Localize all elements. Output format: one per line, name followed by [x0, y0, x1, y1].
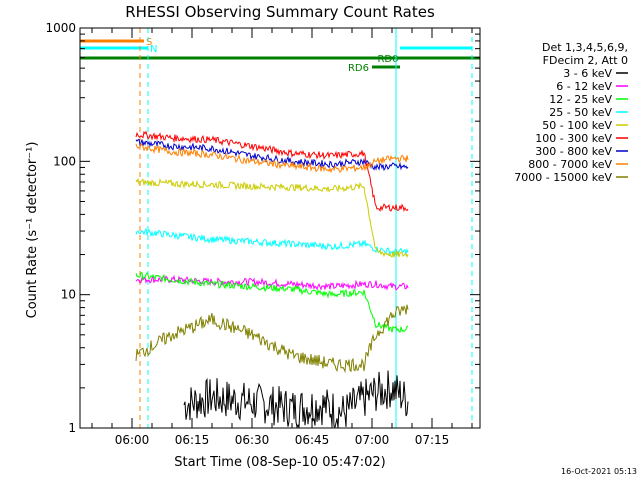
legend-entry: 6 - 12 keV: [556, 80, 612, 93]
series-line-5: [135, 177, 409, 259]
y-tick-label: 1: [68, 421, 76, 435]
legend-entry: 300 - 800 keV: [535, 145, 612, 158]
flag-label-n: N: [150, 44, 157, 55]
y-axis-label: Count Rate (s⁻¹ detector⁻¹): [25, 142, 40, 319]
vertical-markers: [79, 28, 473, 428]
y-tick-label: 100: [53, 154, 76, 168]
series-line-6: [135, 130, 409, 213]
series-line-8: [135, 142, 409, 174]
legend-header: Det 1,3,4,5,6,9,: [542, 41, 628, 54]
series-line-3: [135, 272, 409, 334]
flag-bars: SN RD0 RD6: [80, 37, 480, 74]
flag-label-s: S: [146, 37, 152, 48]
legend-header: FDecim 2, Att 0: [543, 54, 628, 67]
series-line-1: [183, 370, 409, 429]
legend: Det 1,3,4,5,6,9,FDecim 2, Att 03 - 6 keV…: [514, 41, 628, 184]
legend-entry: 800 - 7000 keV: [528, 158, 612, 171]
series-line-2: [135, 274, 409, 291]
legend-entry: 50 - 100 keV: [542, 119, 612, 132]
legend-entry: 12 - 25 keV: [549, 93, 612, 106]
legend-entry: 7000 - 15000 keV: [514, 171, 612, 184]
series-line-4: [135, 227, 409, 257]
flag-label-rd0: RD0: [377, 54, 398, 65]
y-axis: 1 10 100 1000: [45, 21, 480, 435]
legend-entry: 3 - 6 keV: [563, 67, 612, 80]
x-tick-label: 07:15: [415, 433, 450, 447]
x-tick-label: 06:15: [175, 433, 210, 447]
series-line-9: [135, 304, 409, 374]
x-axis: 06:00 06:15 06:30 06:45 07:00 07:15: [91, 28, 473, 447]
x-tick-label: 07:00: [355, 433, 390, 447]
x-axis-label: Start Time (08-Sep-10 05:47:02): [174, 455, 385, 470]
x-tick-label: 06:45: [295, 433, 330, 447]
timestamp: 16-Oct-2021 05:13: [561, 467, 637, 476]
legend-entry: 25 - 50 keV: [549, 106, 612, 119]
series-lines: [135, 130, 409, 429]
chart-title: RHESSI Observing Summary Count Rates: [125, 3, 435, 21]
y-tick-label: 10: [61, 288, 76, 302]
x-tick-label: 06:30: [235, 433, 270, 447]
legend-entry: 100 - 300 keV: [535, 132, 612, 145]
series-line-7: [135, 138, 409, 172]
x-tick-label: 06:00: [115, 433, 150, 447]
flag-label-rd6: RD6: [348, 63, 369, 74]
y-tick-label: 1000: [45, 21, 76, 35]
plot-frame: [79, 27, 481, 429]
